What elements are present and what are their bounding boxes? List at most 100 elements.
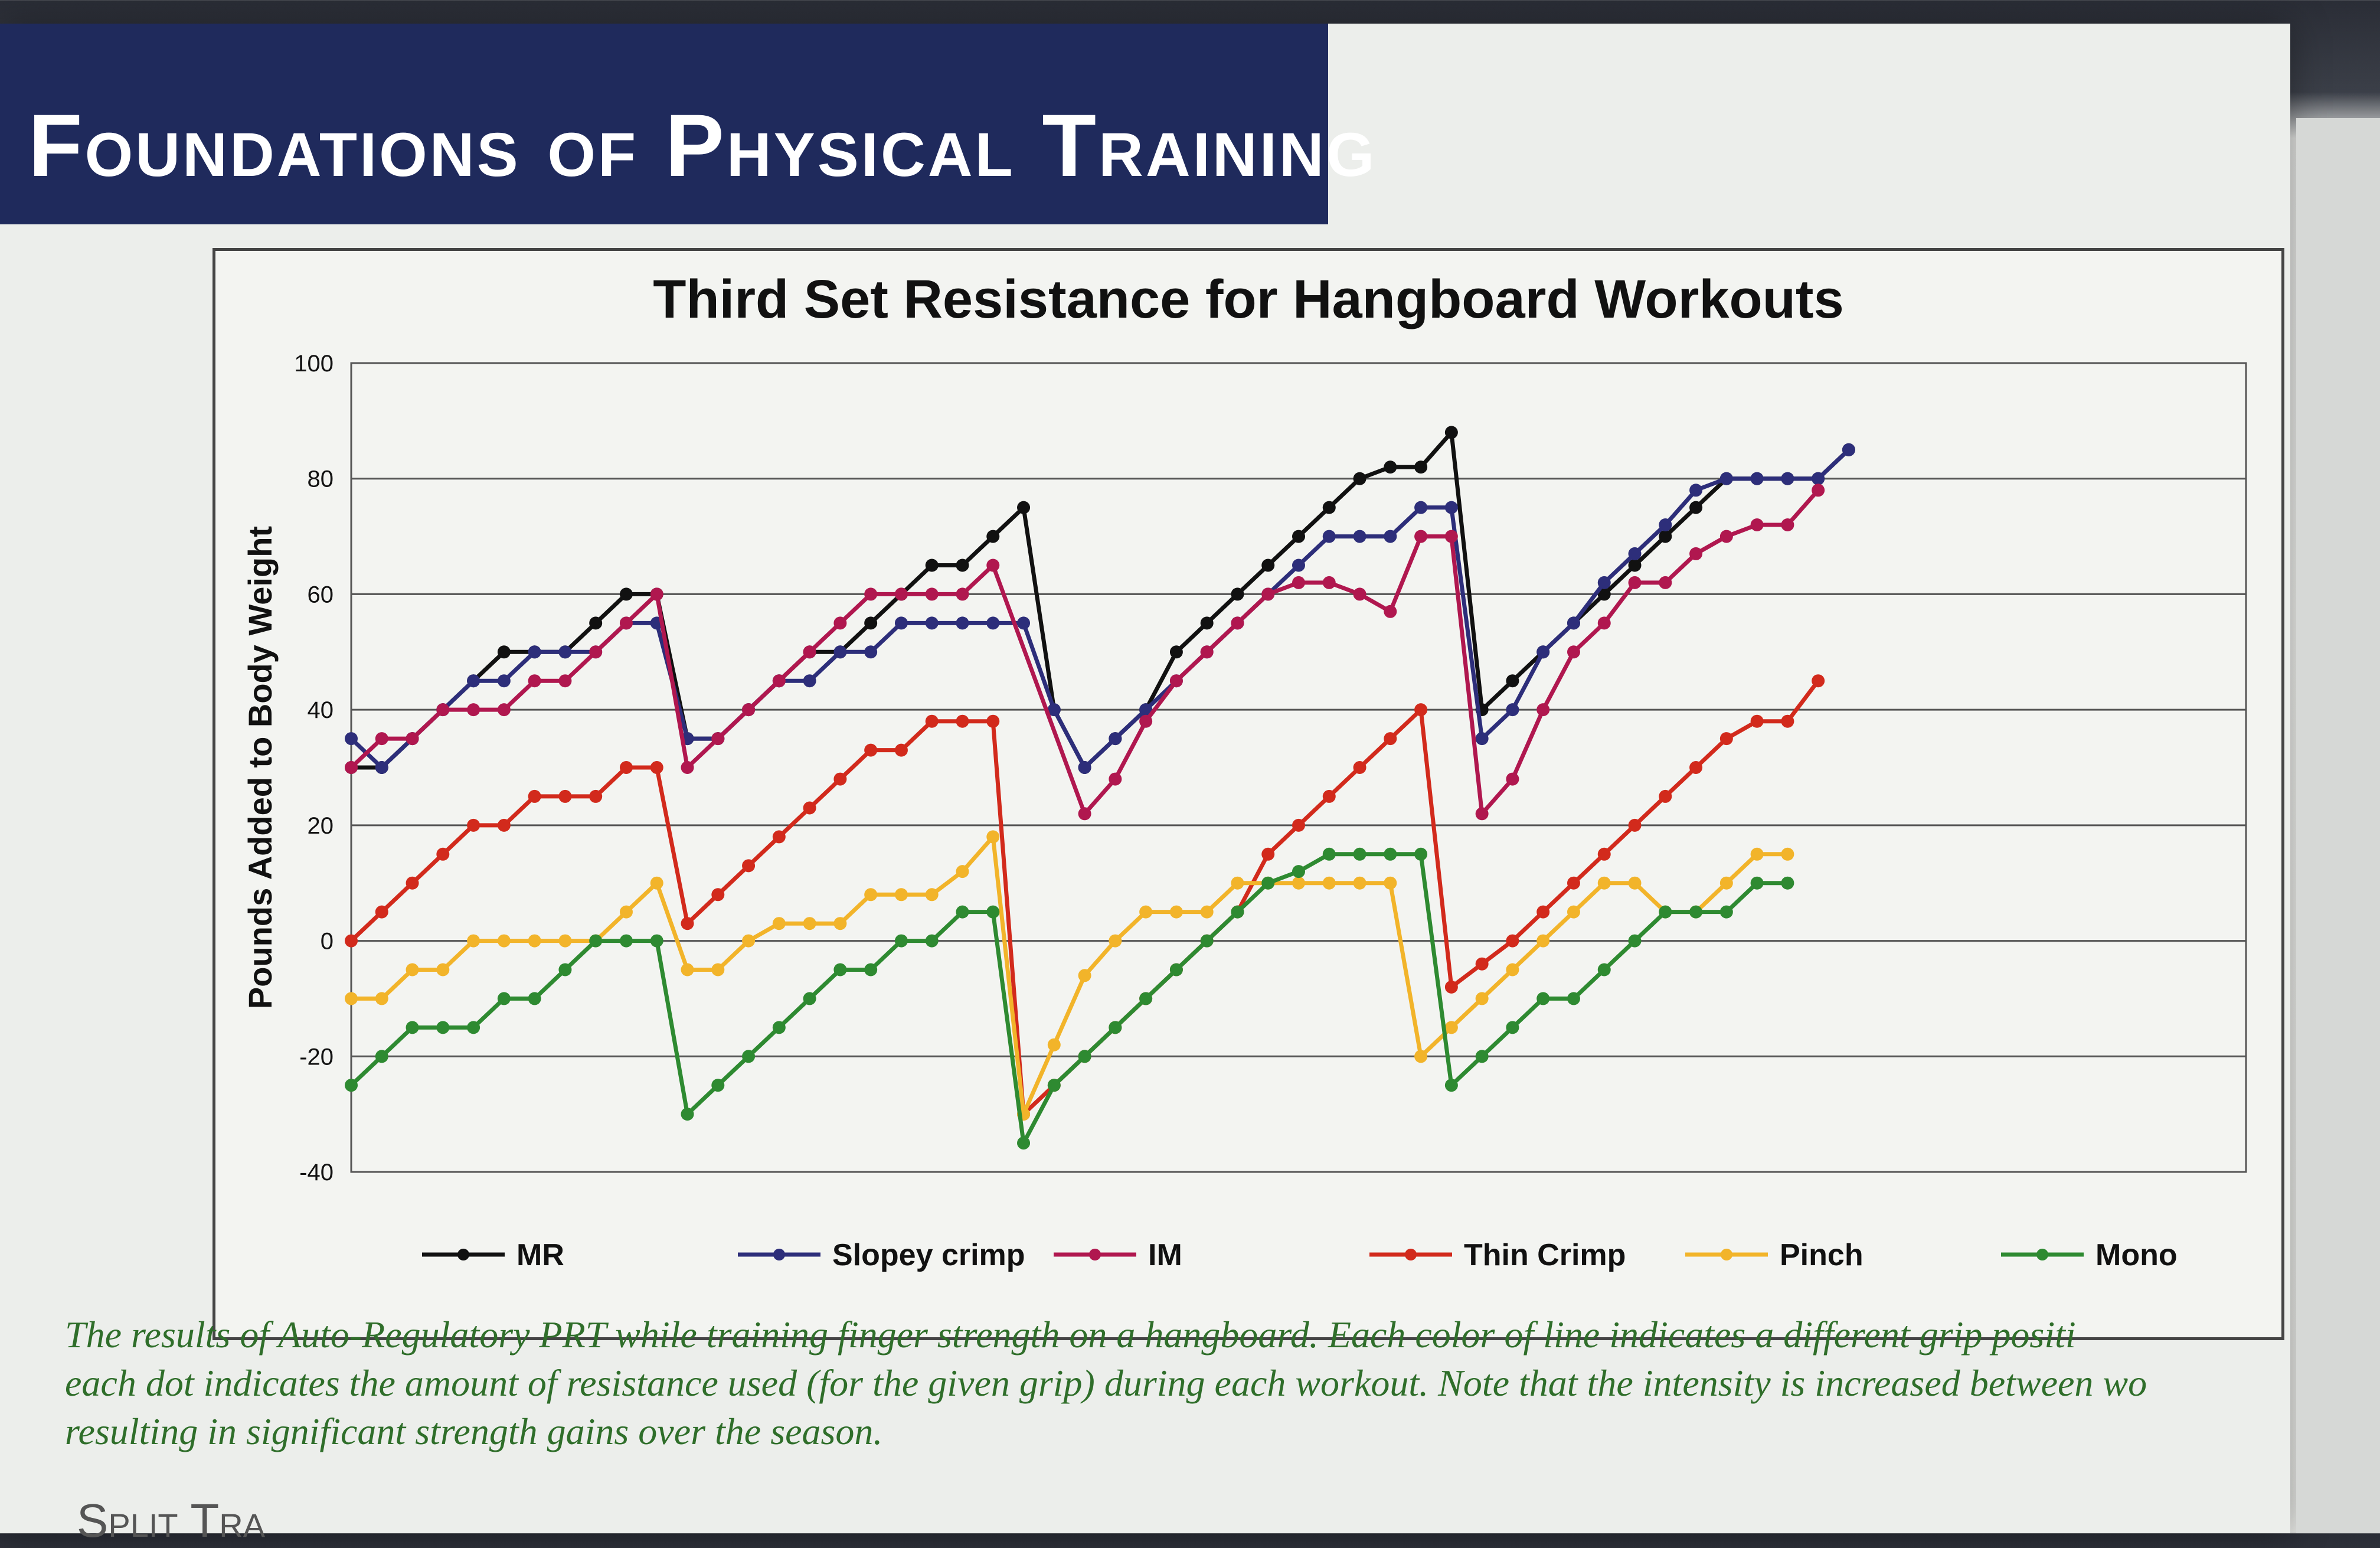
data-point [1750, 714, 1764, 728]
legend-marker [2036, 1249, 2048, 1260]
data-point [436, 1021, 450, 1034]
data-point [1597, 963, 1611, 977]
data-point [1322, 789, 1336, 803]
data-point [1444, 530, 1458, 543]
data-point [1567, 876, 1580, 890]
data-point [1659, 530, 1672, 543]
data-point [1139, 905, 1153, 919]
data-point [1353, 847, 1366, 861]
caption-line: each dot indicates the amount of resista… [65, 1362, 2147, 1404]
data-point [467, 934, 480, 948]
data-point [1750, 876, 1764, 890]
series-line-slopey-crimp [349, 448, 1851, 770]
data-point [1353, 761, 1366, 774]
data-point [1689, 761, 1703, 774]
data-point [1322, 876, 1336, 890]
data-point [1659, 905, 1672, 919]
data-point [1109, 732, 1122, 746]
data-point [1536, 645, 1550, 659]
data-point [1628, 576, 1642, 589]
data-point [1659, 789, 1672, 803]
data-point [986, 830, 1000, 844]
data-point [1231, 587, 1244, 601]
data-point [711, 732, 725, 746]
data-point [1200, 645, 1214, 659]
data-point [1628, 934, 1642, 948]
data-point [1567, 616, 1580, 630]
data-point [803, 917, 816, 930]
data-point [956, 714, 969, 728]
data-point [1169, 905, 1183, 919]
data-point [1750, 472, 1764, 485]
data-point [925, 934, 939, 948]
data-point [894, 616, 908, 630]
data-point [1292, 876, 1305, 890]
data-point [406, 963, 419, 977]
line-chart: 100 80 60 40 20 0 -20 -40 Pounds Added to Body W… [241, 351, 2247, 1272]
data-point [1659, 576, 1672, 589]
y-tick-label: -40 [299, 1160, 334, 1186]
legend-marker [1721, 1249, 1732, 1260]
data-point [1261, 876, 1275, 890]
data-point [1261, 847, 1275, 861]
data-point [1109, 1021, 1122, 1034]
data-point [772, 917, 786, 930]
data-point [772, 674, 786, 688]
legend-label: Pinch [1780, 1238, 1864, 1272]
data-point [1536, 934, 1550, 948]
data-point [1292, 818, 1305, 832]
data-point [1812, 484, 1825, 497]
data-point [1628, 547, 1642, 560]
data-point [1597, 876, 1611, 890]
data-point [1444, 501, 1458, 514]
y-axis-label: Pounds Added to Body Weight [241, 526, 279, 1009]
data-point [1475, 957, 1489, 971]
data-point [528, 934, 541, 948]
data-point [742, 934, 756, 948]
data-point [894, 888, 908, 902]
data-point [925, 559, 939, 572]
data-point [894, 587, 908, 601]
data-point [1017, 1136, 1031, 1150]
data-point [1475, 992, 1489, 1005]
data-point [406, 1021, 419, 1034]
data-point [1689, 547, 1703, 560]
data-point [1169, 645, 1183, 659]
data-point [558, 789, 572, 803]
data-point [1812, 674, 1825, 688]
data-point [1078, 807, 1091, 821]
data-point [1506, 772, 1519, 786]
data-point [1506, 963, 1519, 977]
data-point [558, 934, 572, 948]
data-point [742, 859, 756, 873]
data-point [589, 934, 603, 948]
data-point [1597, 847, 1611, 861]
data-point [1353, 876, 1366, 890]
data-point [1414, 530, 1428, 543]
data-point [803, 645, 816, 659]
data-point [1322, 847, 1336, 861]
data-point [1414, 501, 1428, 514]
data-point [375, 761, 388, 774]
data-point [1689, 484, 1703, 497]
data-point [1444, 1021, 1458, 1034]
data-point [467, 674, 480, 688]
data-point [1475, 732, 1489, 746]
data-point [925, 714, 939, 728]
data-point [1322, 576, 1336, 589]
data-point [1659, 518, 1672, 531]
data-point [1353, 587, 1366, 601]
data-point [681, 963, 694, 977]
data-point [650, 934, 663, 948]
legend-label: Mono [2095, 1238, 2178, 1272]
data-point [681, 761, 694, 774]
data-point [1444, 1079, 1458, 1092]
data-point [375, 1050, 388, 1063]
data-point [619, 587, 633, 601]
data-point [986, 559, 1000, 572]
data-point [1231, 616, 1244, 630]
data-point [833, 772, 847, 786]
data-point [619, 934, 633, 948]
data-point [619, 905, 633, 919]
data-point [894, 934, 908, 948]
